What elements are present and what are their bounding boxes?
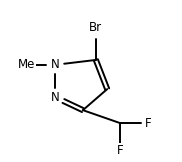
Text: Br: Br <box>89 21 102 34</box>
Text: N: N <box>51 58 60 71</box>
Text: Me: Me <box>17 58 35 71</box>
Text: N: N <box>51 91 60 104</box>
Text: F: F <box>117 144 123 157</box>
Text: F: F <box>144 117 151 130</box>
